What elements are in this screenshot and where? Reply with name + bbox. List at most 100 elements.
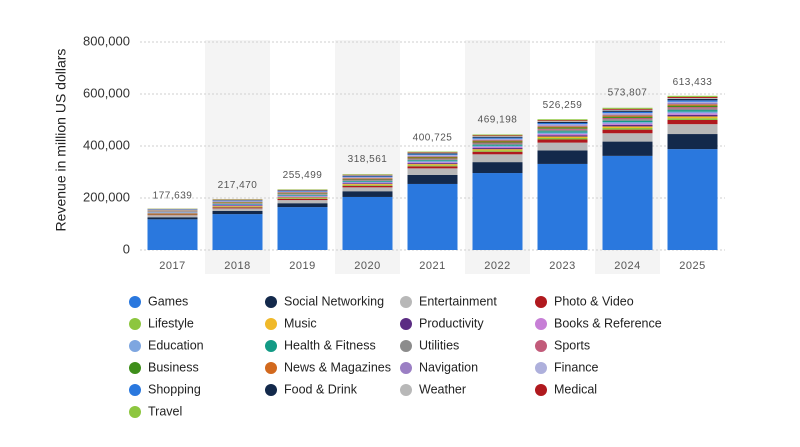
y-axis-title: Revenue in million US dollars bbox=[53, 49, 69, 232]
bar-segment bbox=[277, 192, 328, 194]
bar-segment bbox=[407, 168, 458, 175]
bar-segment bbox=[342, 182, 393, 184]
bar-segment bbox=[407, 152, 458, 153]
bar-segment bbox=[537, 123, 588, 125]
bar-segment bbox=[602, 155, 653, 250]
bar-segment bbox=[147, 219, 198, 250]
bar-segment bbox=[667, 124, 718, 135]
bar-segment bbox=[472, 149, 523, 151]
bar-segment bbox=[602, 127, 653, 130]
bar-segment bbox=[602, 122, 653, 124]
bar-segment bbox=[472, 151, 523, 155]
bar-segment bbox=[667, 110, 718, 112]
bar-segment bbox=[602, 119, 653, 121]
legend-swatch bbox=[400, 362, 412, 374]
bar-segment bbox=[667, 108, 718, 111]
total-label: 526,259 bbox=[543, 100, 583, 111]
bar-segment bbox=[277, 193, 328, 194]
x-tick-label: 2023 bbox=[549, 260, 575, 272]
bar-segment bbox=[472, 139, 523, 141]
bar-segment bbox=[407, 151, 458, 153]
bar-segment bbox=[277, 195, 328, 197]
bar-segment bbox=[667, 102, 718, 105]
bar-segment bbox=[342, 175, 393, 177]
legend-label: Finance bbox=[554, 360, 599, 374]
bar-segment bbox=[212, 207, 263, 209]
legend-label: Travel bbox=[148, 404, 182, 418]
bar-segment bbox=[212, 203, 263, 204]
bar-segment bbox=[407, 160, 458, 162]
bar-segment bbox=[147, 214, 198, 216]
bar-segment bbox=[407, 155, 458, 156]
y-tick-label: 400,000 bbox=[83, 137, 130, 152]
bar-segment bbox=[667, 95, 718, 97]
bar-segment bbox=[407, 155, 458, 157]
legend-swatch bbox=[535, 340, 547, 352]
bar-segment bbox=[212, 208, 263, 211]
bar-segment bbox=[667, 114, 718, 117]
bar-segment bbox=[407, 154, 458, 156]
bar-segment bbox=[602, 117, 653, 120]
x-tick-label: 2017 bbox=[159, 260, 185, 272]
bar-segment bbox=[472, 138, 523, 140]
bar-segment bbox=[602, 108, 653, 110]
legend-label: Music bbox=[284, 316, 317, 330]
bar-segment bbox=[472, 136, 523, 138]
legend-label: Games bbox=[148, 294, 188, 308]
bar-segment bbox=[537, 128, 588, 130]
bar-segment bbox=[342, 174, 393, 175]
bar-segment bbox=[602, 107, 653, 109]
bar-segment bbox=[537, 150, 588, 164]
bar-segment bbox=[277, 194, 328, 196]
bar-segment bbox=[602, 110, 653, 112]
bar-segment bbox=[472, 141, 523, 143]
bar-segment bbox=[277, 194, 328, 195]
legend-swatch bbox=[400, 340, 412, 352]
bar-segment bbox=[472, 137, 523, 139]
bar-segment bbox=[342, 180, 393, 182]
bar-segment bbox=[667, 120, 718, 125]
bar-segment bbox=[277, 196, 328, 197]
bar-segment bbox=[342, 177, 393, 179]
bar-segment bbox=[667, 101, 718, 103]
bar-segment bbox=[667, 134, 718, 150]
bar-segment bbox=[342, 184, 393, 185]
legend-label: Medical bbox=[554, 382, 597, 396]
legend-swatch bbox=[535, 362, 547, 374]
bar-segment bbox=[602, 120, 653, 123]
bar-segment bbox=[407, 153, 458, 155]
x-tick-label: 2018 bbox=[224, 260, 250, 272]
x-tick-label: 2020 bbox=[354, 260, 380, 272]
bar-segment bbox=[537, 135, 588, 137]
legend-swatch bbox=[265, 296, 277, 308]
total-label: 177,639 bbox=[153, 190, 193, 201]
bar-segment bbox=[602, 109, 653, 111]
bar-segment bbox=[342, 187, 393, 192]
y-tick-label: 0 bbox=[123, 241, 130, 256]
bar-segment bbox=[602, 113, 653, 115]
bar-segment bbox=[472, 154, 523, 163]
bar-segment bbox=[407, 163, 458, 165]
legend-label: Productivity bbox=[419, 316, 484, 330]
legend-swatch bbox=[535, 384, 547, 396]
bar-segment bbox=[472, 150, 523, 152]
y-tick-label: 200,000 bbox=[83, 189, 130, 204]
bar-segment bbox=[602, 111, 653, 114]
bar-segment bbox=[667, 118, 718, 120]
legend-swatch bbox=[400, 296, 412, 308]
x-tick-label: 2021 bbox=[419, 260, 445, 272]
legend-label: Education bbox=[148, 338, 204, 352]
bar-segment bbox=[407, 158, 458, 160]
bar-segment bbox=[472, 162, 523, 174]
bar-segment bbox=[277, 207, 328, 250]
legend-swatch bbox=[129, 340, 141, 352]
bar-segment bbox=[277, 197, 328, 199]
bar-segment bbox=[407, 165, 458, 167]
bar-segment bbox=[277, 196, 328, 198]
bar-segment bbox=[667, 104, 718, 106]
bar-segment bbox=[667, 97, 718, 99]
bar-segment bbox=[602, 124, 653, 127]
bar-segment bbox=[537, 163, 588, 250]
